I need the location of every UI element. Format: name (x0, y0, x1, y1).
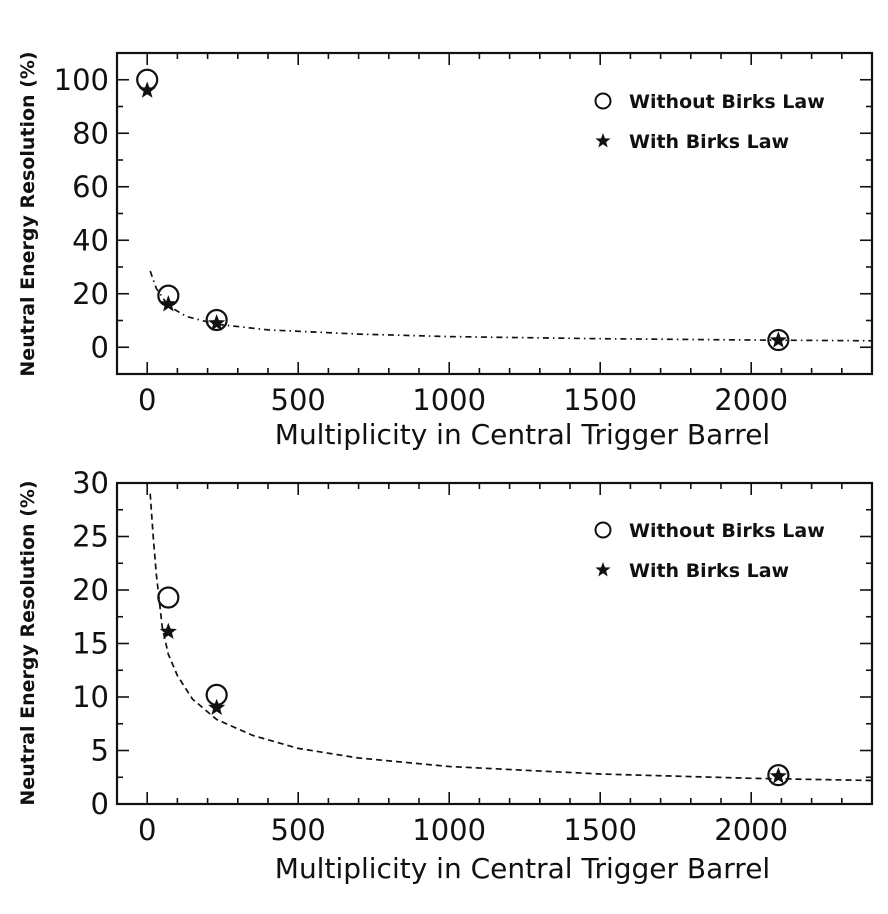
y-tick-label: 15 (72, 627, 109, 661)
point-with-birks (769, 331, 787, 348)
x-tick-label: 1500 (563, 383, 637, 417)
point-with-birks (208, 698, 226, 715)
y-axis-title: Neutral Energy Resolution (%) (17, 51, 39, 376)
point-with-birks (159, 622, 177, 640)
y-tick-label: 25 (72, 520, 109, 554)
x-tick-label: 0 (138, 813, 156, 847)
x-tick-label: 1000 (412, 383, 486, 417)
x-tick-label: 1500 (563, 813, 637, 847)
legend-circle-icon (594, 92, 612, 110)
legend-label: Without Birks Law (629, 520, 825, 542)
y-tick-label: 20 (72, 573, 109, 607)
fit-curve (149, 493, 873, 782)
legend-star-icon (595, 133, 611, 148)
x-tick-label: 2000 (714, 383, 788, 417)
point-without-birks (157, 586, 180, 609)
y-tick-label: 0 (91, 330, 109, 364)
y-tick-label: 0 (91, 787, 109, 821)
point-with-birks (769, 767, 787, 784)
point-with-birks (159, 295, 177, 312)
x-tick-label: 500 (271, 383, 326, 417)
legend-label: Without Birks Law (629, 91, 825, 113)
chart-panel-1: 0 500 1000 1500 2000 0 20 40 60 80 100 Multiplicity… (17, 51, 874, 451)
point-with-birks (208, 314, 226, 331)
legend-label: With Birks Law (629, 131, 789, 153)
y-tick-label: 10 (72, 680, 109, 714)
legend: Without Birks Law With Birks Law (594, 520, 825, 582)
point-without-birks (767, 328, 790, 352)
point-with-birks (138, 81, 156, 98)
point-without-birks (205, 308, 228, 332)
y-tick-label: 30 (72, 466, 109, 500)
y-tick-label: 20 (72, 277, 109, 311)
y-axis-title: Neutral Energy Resolution (%) (17, 480, 39, 805)
legend-star-icon (595, 562, 611, 577)
point-without-birks (767, 764, 790, 787)
x-tick-label: 0 (138, 383, 156, 417)
legend: Without Birks Law With Birks Law (594, 91, 825, 153)
y-tick-label: 100 (54, 63, 109, 97)
fit-curve (149, 270, 873, 342)
y-tick-label: 40 (72, 223, 109, 257)
legend-circle-icon (594, 521, 612, 539)
x-tick-label: 500 (271, 813, 326, 847)
y-tick-label: 80 (72, 116, 109, 150)
legend-label: With Birks Law (629, 560, 789, 582)
x-axis-title: Multiplicity in Central Trigger Barrel (275, 852, 770, 885)
x-tick-label: 1000 (412, 813, 486, 847)
y-tick-label: 60 (72, 170, 109, 204)
y-tick-label: 5 (91, 734, 109, 768)
chart-panel-2: 0 500 1000 1500 2000 0 5 10 15 20 25 30 Multiplicity… (17, 466, 874, 885)
x-tick-label: 2000 (714, 813, 788, 847)
x-axis-title: Multiplicity in Central Trigger Barrel (275, 418, 770, 451)
